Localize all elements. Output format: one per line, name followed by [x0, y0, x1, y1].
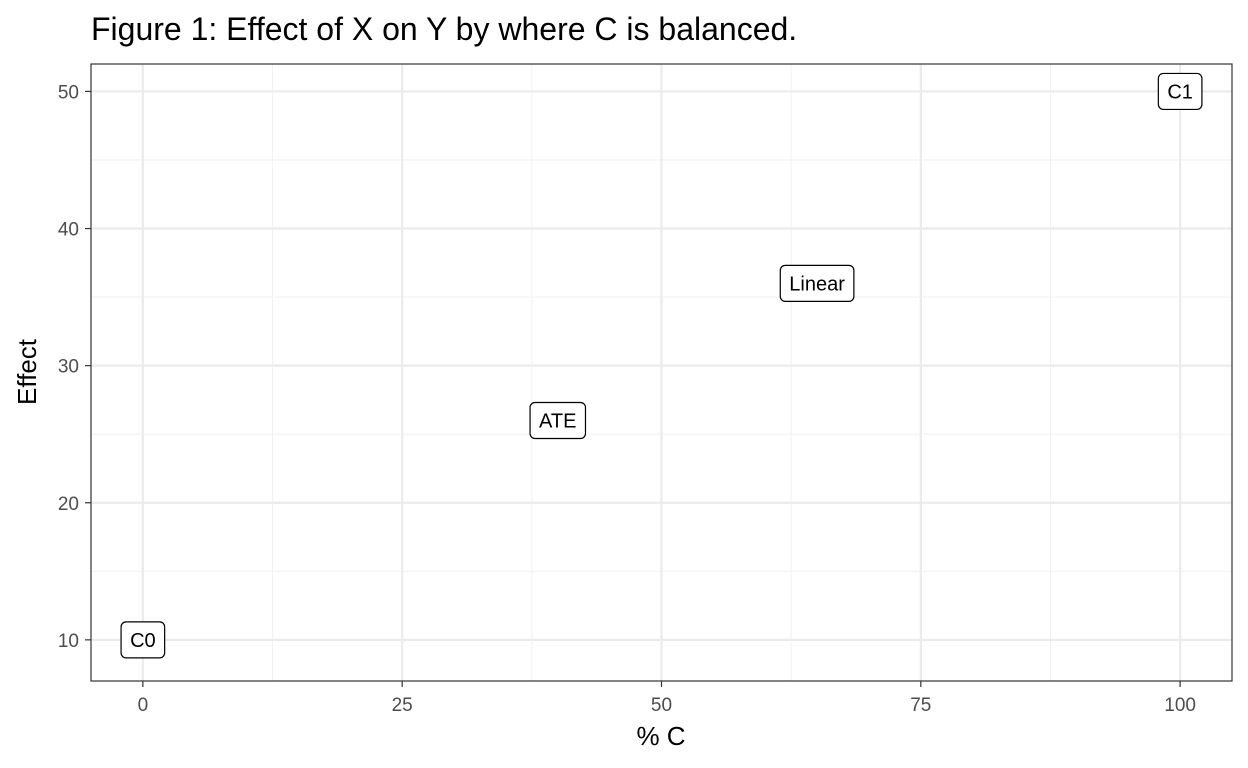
y-tick-label: 40	[58, 220, 79, 241]
point-label-linear: Linear	[779, 264, 855, 302]
label-box	[1157, 72, 1203, 111]
grid	[91, 64, 1232, 681]
x-tick-label: 25	[392, 695, 413, 716]
point-label-c0: C0	[120, 621, 166, 659]
y-tick-label: 50	[58, 82, 79, 103]
label-text: C1	[1167, 81, 1193, 103]
x-tick-label: 75	[910, 695, 931, 716]
y-axis-title: Effect	[12, 338, 42, 405]
label-text: C0	[130, 630, 156, 652]
point-label-c1: C1	[1157, 72, 1203, 111]
x-tick-label: 50	[651, 695, 672, 716]
label-box	[529, 401, 587, 440]
y-axis: 10 20 30 40 50	[58, 82, 91, 652]
label-box	[779, 264, 855, 302]
y-tick-label: 20	[58, 494, 79, 515]
label-box	[120, 621, 166, 659]
point-label-ate: ATE	[529, 401, 587, 440]
x-tick-label: 0	[138, 695, 149, 716]
chart-title: Figure 1: Effect of X on Y by where C is…	[91, 11, 797, 47]
x-axis: 0 25 50 75 100	[138, 681, 1196, 716]
y-tick-label: 10	[58, 631, 79, 652]
x-axis-title: % C	[636, 721, 685, 751]
label-text: Linear	[789, 273, 845, 295]
x-tick-label: 100	[1164, 695, 1196, 716]
label-text: ATE	[539, 410, 576, 432]
point-labels: C0 ATE Linear C1	[120, 72, 1203, 659]
y-tick-label: 30	[58, 357, 79, 378]
